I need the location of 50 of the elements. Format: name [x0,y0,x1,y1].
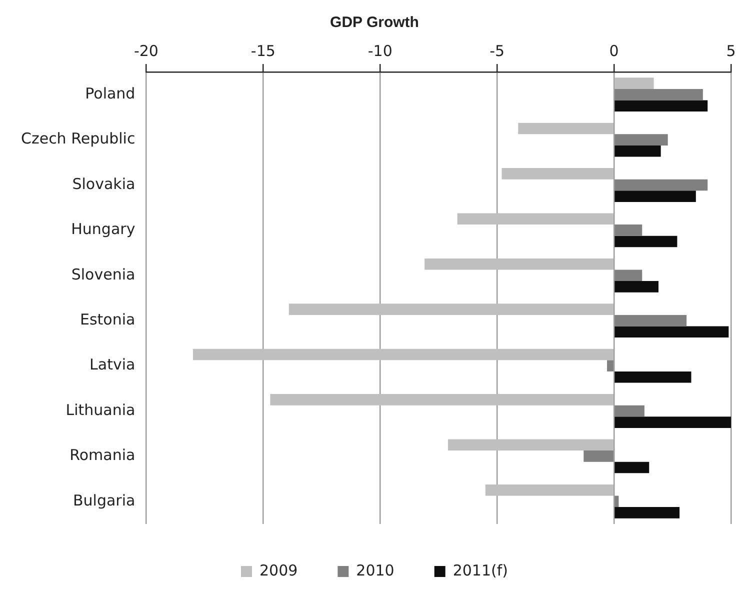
legend-label: 2011(f) [452,561,508,580]
x-tick-label: -5 [490,42,505,60]
bar [614,416,731,428]
y-tick-label: Estonia [80,310,136,328]
bar [457,213,614,225]
x-tick-label: 0 [609,42,619,60]
bar [614,179,708,191]
bar [614,270,642,282]
bar [270,394,614,406]
y-tick-label: Slovenia [71,265,136,284]
y-tick-label: Hungary [71,220,136,238]
bar [518,122,614,134]
y-tick-label: Romania [70,446,136,464]
y-tick-label: Latvia [90,356,136,374]
bar [607,360,614,372]
bar [614,314,687,326]
legend-label: 2010 [356,561,394,580]
x-tick-label: 5 [726,42,736,60]
y-tick-label: Czech Republic [20,130,136,148]
bar [192,348,614,360]
bar [614,405,644,417]
bar [614,78,654,89]
bar [614,100,708,112]
bar [288,304,614,315]
bar [614,224,642,236]
chart-title: GDP Growth [330,14,419,32]
y-tick-label: Poland [85,84,136,102]
bar [614,134,668,146]
bar [448,439,614,451]
bar [502,168,614,180]
bar [614,145,661,157]
x-tick-label: -20 [134,42,158,60]
bar [614,507,680,518]
bar [614,236,678,248]
x-tick-label: -15 [250,42,276,60]
bar [614,371,692,383]
bar [614,462,650,474]
x-tick-label: -10 [368,42,392,60]
y-tick-label: Slovakia [72,174,136,193]
bar [584,450,614,462]
bar [614,281,658,292]
y-tick-label: Bulgaria [72,491,136,510]
bar [614,88,703,100]
bar [614,190,696,202]
bar [485,484,614,496]
bar [424,258,614,270]
bar [614,496,619,508]
legend-label: 2009 [259,561,298,580]
y-tick-label: Lithuania [66,400,136,419]
bar [614,326,729,338]
